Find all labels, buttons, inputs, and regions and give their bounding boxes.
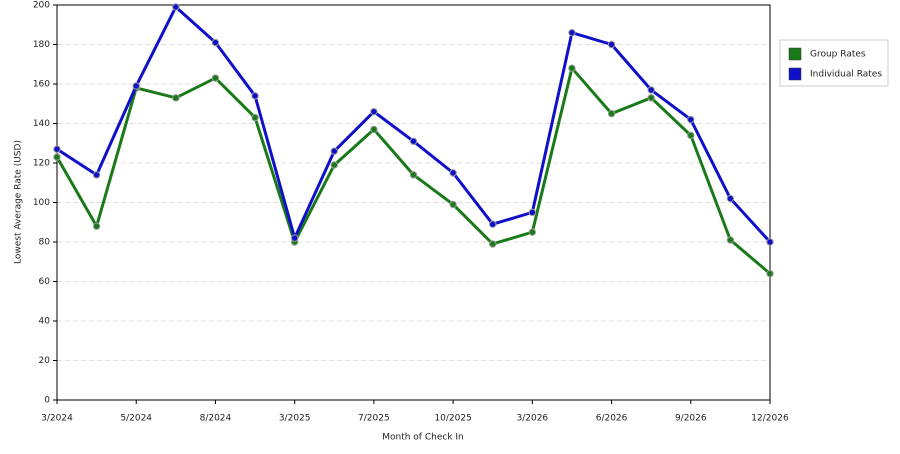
y-tick-label: 120 bbox=[33, 159, 50, 169]
y-tick-label: 20 bbox=[39, 356, 51, 366]
data-point bbox=[132, 82, 140, 90]
data-point bbox=[251, 92, 259, 100]
data-point bbox=[172, 3, 180, 11]
legend-swatch bbox=[788, 47, 802, 61]
y-tick-label: 60 bbox=[39, 277, 51, 287]
y-tick-label: 100 bbox=[33, 198, 50, 208]
x-tick-label: 3/2026 bbox=[516, 414, 548, 424]
y-tick-label: 160 bbox=[33, 80, 50, 90]
y-tick-label: 80 bbox=[39, 238, 51, 248]
y-tick-label: 180 bbox=[33, 40, 50, 50]
data-point bbox=[330, 161, 338, 169]
data-point bbox=[766, 269, 774, 278]
x-tick-label: 9/2026 bbox=[675, 414, 707, 424]
series-line bbox=[56, 5, 772, 244]
y-tick-label: 140 bbox=[33, 119, 50, 129]
data-point bbox=[607, 109, 616, 118]
data-point bbox=[211, 74, 220, 82]
legend-swatch bbox=[788, 67, 802, 81]
legend-label: Individual Rates bbox=[810, 70, 882, 80]
data-point bbox=[92, 222, 101, 230]
data-point bbox=[172, 94, 180, 102]
data-point bbox=[251, 113, 259, 122]
legend-label: Group Rates bbox=[810, 50, 866, 60]
data-point bbox=[409, 137, 418, 145]
x-tick-label: 5/2024 bbox=[120, 414, 152, 424]
data-point bbox=[687, 115, 695, 124]
x-tick-label: 3/2025 bbox=[279, 414, 311, 424]
x-tick-label: 8/2024 bbox=[200, 414, 232, 424]
data-point bbox=[330, 147, 338, 155]
data-point bbox=[726, 194, 735, 203]
data-point bbox=[687, 131, 695, 140]
data-point bbox=[409, 171, 418, 179]
data-point bbox=[489, 220, 497, 228]
x-tick-label: 3/2024 bbox=[41, 414, 73, 424]
x-tick-label: 10/2025 bbox=[434, 414, 471, 424]
data-point bbox=[53, 145, 61, 153]
data-point bbox=[528, 228, 537, 236]
data-point bbox=[528, 208, 537, 217]
y-tick-label: 200 bbox=[33, 1, 50, 11]
x-axis-label: Month of Check In bbox=[382, 433, 464, 443]
data-point bbox=[726, 236, 735, 244]
data-point bbox=[370, 125, 378, 134]
data-point bbox=[568, 64, 576, 72]
data-point bbox=[568, 28, 576, 37]
y-axis-label: Lowest Average Rate (USD) bbox=[14, 140, 24, 264]
data-point bbox=[370, 107, 378, 116]
x-tick-label: 6/2026 bbox=[596, 414, 628, 424]
data-point bbox=[449, 169, 457, 177]
x-tick-label: 7/2025 bbox=[358, 414, 390, 424]
data-point bbox=[211, 38, 220, 47]
data-point bbox=[766, 238, 774, 246]
data-point bbox=[647, 94, 655, 102]
data-point bbox=[489, 240, 497, 248]
y-tick-label: 0 bbox=[44, 396, 50, 406]
data-point bbox=[53, 153, 61, 161]
data-point bbox=[647, 86, 655, 94]
data-point bbox=[607, 40, 616, 49]
plot-frame bbox=[56, 4, 771, 401]
y-tick-label: 40 bbox=[39, 317, 51, 327]
data-point bbox=[92, 171, 101, 179]
data-point bbox=[290, 234, 299, 242]
data-point bbox=[449, 200, 457, 209]
x-tick-label: 12/2026 bbox=[751, 414, 789, 424]
